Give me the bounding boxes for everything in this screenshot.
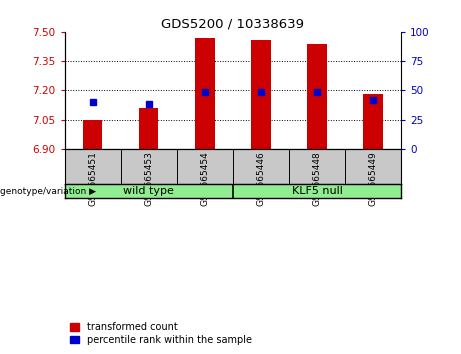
- Text: wild type: wild type: [123, 186, 174, 196]
- Bar: [195, 38, 214, 149]
- Bar: [139, 108, 159, 149]
- Text: GSM665454: GSM665454: [200, 151, 209, 206]
- Title: GDS5200 / 10338639: GDS5200 / 10338639: [161, 18, 304, 31]
- Bar: [83, 120, 102, 149]
- Bar: [307, 44, 327, 149]
- Text: GSM665453: GSM665453: [144, 151, 153, 206]
- Text: GSM665446: GSM665446: [256, 151, 266, 206]
- Bar: [363, 95, 383, 149]
- Text: GSM665449: GSM665449: [368, 151, 378, 206]
- Text: GSM665451: GSM665451: [88, 151, 97, 206]
- Text: GSM665448: GSM665448: [313, 151, 321, 206]
- Bar: [251, 40, 271, 149]
- Text: genotype/variation ▶: genotype/variation ▶: [0, 187, 96, 196]
- Text: KLF5 null: KLF5 null: [291, 186, 343, 196]
- Legend: transformed count, percentile rank within the sample: transformed count, percentile rank withi…: [70, 321, 253, 346]
